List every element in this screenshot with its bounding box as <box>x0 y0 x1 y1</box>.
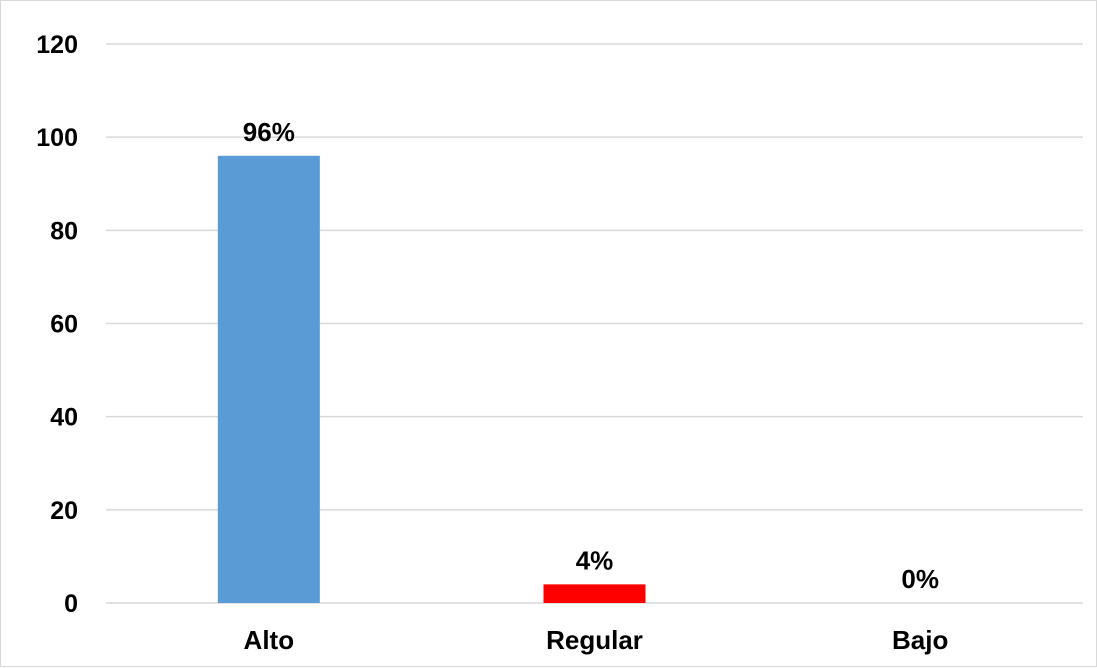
data-labels: 96% 4% 0% <box>243 117 939 594</box>
y-axis-ticks: 0 20 40 60 80 100 120 <box>36 31 78 618</box>
y-tick-label: 40 <box>50 404 78 432</box>
bar-regular <box>543 584 646 603</box>
category-label-bajo: Bajo <box>892 625 948 655</box>
y-tick-label: 100 <box>36 124 78 152</box>
category-label-regular: Regular <box>546 625 643 655</box>
y-tick-label: 60 <box>50 311 78 339</box>
x-axis-categories: Alto Regular Bajo <box>244 625 949 655</box>
data-label-regular: 4% <box>576 545 614 575</box>
data-label-alto: 96% <box>243 117 295 147</box>
bar-alto <box>217 155 320 604</box>
y-tick-label: 0 <box>64 590 78 618</box>
bars <box>217 155 646 604</box>
y-tick-label: 120 <box>36 31 78 59</box>
data-label-bajo: 0% <box>901 564 939 594</box>
y-tick-label: 20 <box>50 497 78 525</box>
category-label-alto: Alto <box>244 625 295 655</box>
y-tick-label: 80 <box>50 217 78 245</box>
